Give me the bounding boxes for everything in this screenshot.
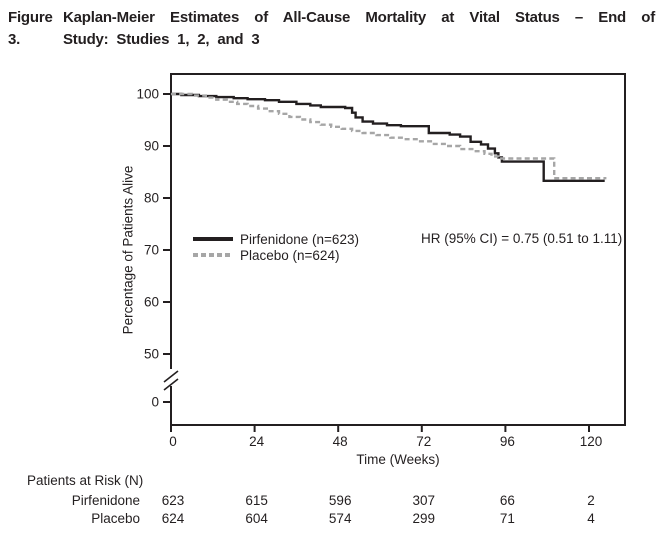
x-tick-label: 72 bbox=[416, 434, 431, 449]
x-tick-label: 96 bbox=[500, 434, 515, 449]
risk-row-label-placebo: Placebo bbox=[91, 511, 140, 526]
risk-value: 71 bbox=[499, 511, 515, 526]
risk-value: 307 bbox=[412, 493, 436, 508]
y-tick-label: 70 bbox=[144, 243, 159, 258]
y-tick-label: 50 bbox=[144, 347, 159, 362]
y-tick-label: 60 bbox=[144, 295, 159, 310]
series-curve-placebo bbox=[171, 92, 607, 180]
y-tick-label: 0 bbox=[151, 395, 159, 410]
figure-title-line1: Kaplan-Meier Estimates of All-Cause Mort… bbox=[63, 9, 655, 26]
series-curve-pirfenidone bbox=[171, 92, 605, 182]
y-tick-label: 80 bbox=[144, 191, 159, 206]
risk-value: 299 bbox=[412, 511, 436, 526]
figure-title-text: Kaplan-Meier Estimates of All-Cause Mort… bbox=[63, 7, 655, 51]
y-tick-label: 100 bbox=[136, 87, 159, 102]
legend-item-pirfenidone: Pirfenidone (n=623) bbox=[193, 231, 359, 247]
legend-label-placebo: Placebo (n=624) bbox=[240, 247, 340, 263]
legend: Pirfenidone (n=623) Placebo (n=624) bbox=[193, 231, 359, 263]
risk-value: 596 bbox=[328, 493, 352, 508]
risk-value: 615 bbox=[245, 493, 268, 508]
figure-title: Figure 3. Kaplan-Meier Estimates of All-… bbox=[8, 7, 655, 51]
legend-label-pirfenidone: Pirfenidone (n=623) bbox=[240, 231, 359, 247]
pirfenidone-line-swatch-icon bbox=[193, 237, 233, 241]
placebo-line-swatch-icon bbox=[193, 253, 233, 257]
risk-value: 66 bbox=[499, 493, 515, 508]
x-tick-label: 0 bbox=[169, 434, 177, 449]
axis-break-mark bbox=[163, 378, 179, 391]
risk-value: 604 bbox=[245, 511, 268, 526]
risk-value: 4 bbox=[587, 511, 595, 526]
y-tick-label: 90 bbox=[144, 139, 159, 154]
risk-row-label-pirfenidone: Pirfenidone bbox=[71, 493, 140, 508]
x-tick-label: 48 bbox=[333, 434, 348, 449]
risk-value: 623 bbox=[161, 493, 185, 508]
hazard-ratio-annotation: HR (95% CI) = 0.75 (0.51 to 1.11) bbox=[421, 231, 623, 246]
x-tick-label: 120 bbox=[580, 434, 603, 449]
axis-break-mark bbox=[163, 370, 179, 383]
x-axis-title: Time (Weeks) bbox=[356, 452, 439, 467]
risk-value: 574 bbox=[328, 511, 352, 526]
legend-item-placebo: Placebo (n=624) bbox=[193, 247, 359, 263]
figure-title-line2: Study: Studies 1, 2, and 3 bbox=[63, 31, 260, 48]
risk-value: 2 bbox=[587, 493, 595, 508]
x-tick-label: 24 bbox=[249, 434, 265, 449]
figure-number: Figure 3. bbox=[8, 9, 53, 48]
risk-value: 624 bbox=[161, 511, 185, 526]
patients-at-risk-title: Patients at Risk (N) bbox=[27, 473, 144, 488]
